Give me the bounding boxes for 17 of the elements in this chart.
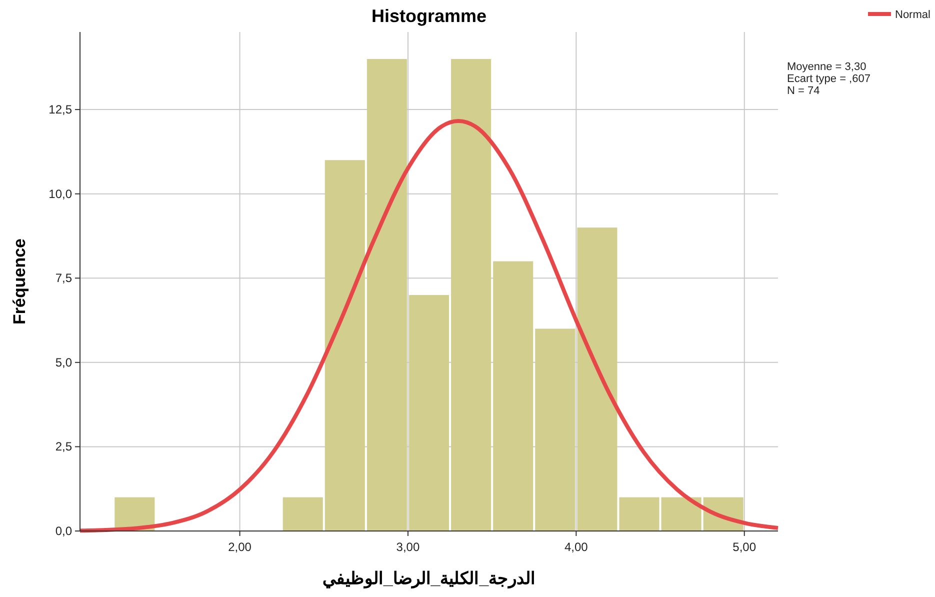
text: Ecart type = ,607 [787, 73, 870, 85]
text: N = 74 [787, 85, 820, 97]
y-tick-label: 10,0 [48, 186, 72, 201]
x-tick-label: 2,00 [228, 540, 252, 554]
legend-label: Normal [895, 9, 930, 21]
y-tick-label: 2,5 [55, 440, 72, 454]
y-tick-label: 7,5 [55, 271, 72, 286]
y-tick-label: 12,5 [48, 102, 72, 117]
x-tick-label: 4,00 [564, 540, 588, 554]
y-tick-label: 0,0 [55, 524, 72, 538]
y-axis-title: Fréquence [10, 238, 29, 324]
x-tick-label: 5,00 [732, 540, 756, 554]
y-tick-label: 5,0 [55, 355, 72, 370]
chart-title: Histogramme [371, 6, 487, 26]
x-tick-label: 3,00 [396, 540, 420, 554]
x-axis-title: الدرجة_الكلية_الرضا_الوظيفي [322, 569, 536, 589]
text: Moyenne = 3,30 [787, 61, 866, 73]
